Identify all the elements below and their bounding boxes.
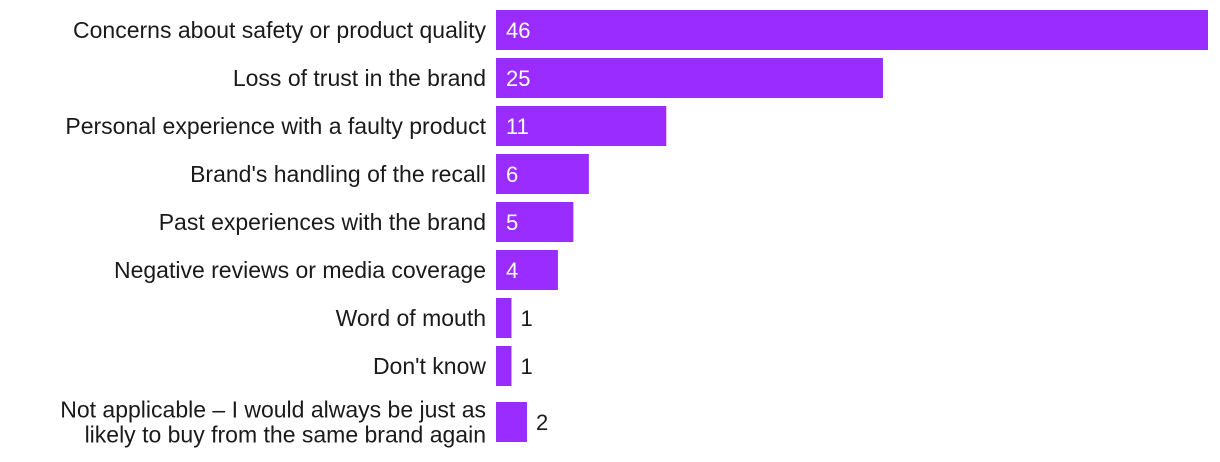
category-label-line: likely to buy from the same brand again [85, 422, 486, 448]
category-label: Not applicable – I would always be just … [60, 397, 486, 448]
bar [496, 250, 558, 290]
category-label-line: Personal experience with a faulty produc… [65, 113, 486, 139]
value-label: 1 [520, 354, 532, 379]
category-label-line: Brand's handling of the recall [190, 161, 486, 187]
value-label: 2 [536, 410, 548, 435]
bar [496, 58, 883, 98]
value-label: 4 [506, 258, 518, 283]
value-label: 11 [506, 114, 529, 139]
category-label: Concerns about safety or product quality [73, 17, 486, 43]
category-label-line: Not applicable – I would always be just … [60, 397, 486, 423]
value-label: 25 [506, 66, 530, 91]
bar [496, 402, 527, 442]
bar [496, 106, 667, 146]
category-label: Don't know [373, 353, 486, 379]
value-label: 5 [506, 210, 518, 235]
category-label: Personal experience with a faulty produc… [65, 113, 486, 139]
value-label: 46 [506, 18, 530, 43]
bar [496, 346, 512, 386]
bar [496, 10, 1208, 50]
value-label: 6 [506, 162, 518, 187]
category-label: Brand's handling of the recall [190, 161, 486, 187]
category-label-line: Word of mouth [336, 305, 486, 331]
value-label: 1 [520, 306, 532, 331]
bar [496, 154, 589, 194]
category-label-line: Don't know [373, 353, 486, 379]
bars-group: Concerns about safety or product quality… [60, 10, 1208, 448]
category-label-line: Past experiences with the brand [159, 209, 486, 235]
category-label-line: Concerns about safety or product quality [73, 17, 486, 43]
category-label-line: Loss of trust in the brand [233, 65, 486, 91]
category-label: Word of mouth [336, 305, 486, 331]
category-label: Negative reviews or media coverage [114, 257, 486, 283]
bar [496, 298, 512, 338]
category-label: Past experiences with the brand [159, 209, 486, 235]
bar [496, 202, 574, 242]
category-label: Loss of trust in the brand [233, 65, 486, 91]
category-label-line: Negative reviews or media coverage [114, 257, 486, 283]
